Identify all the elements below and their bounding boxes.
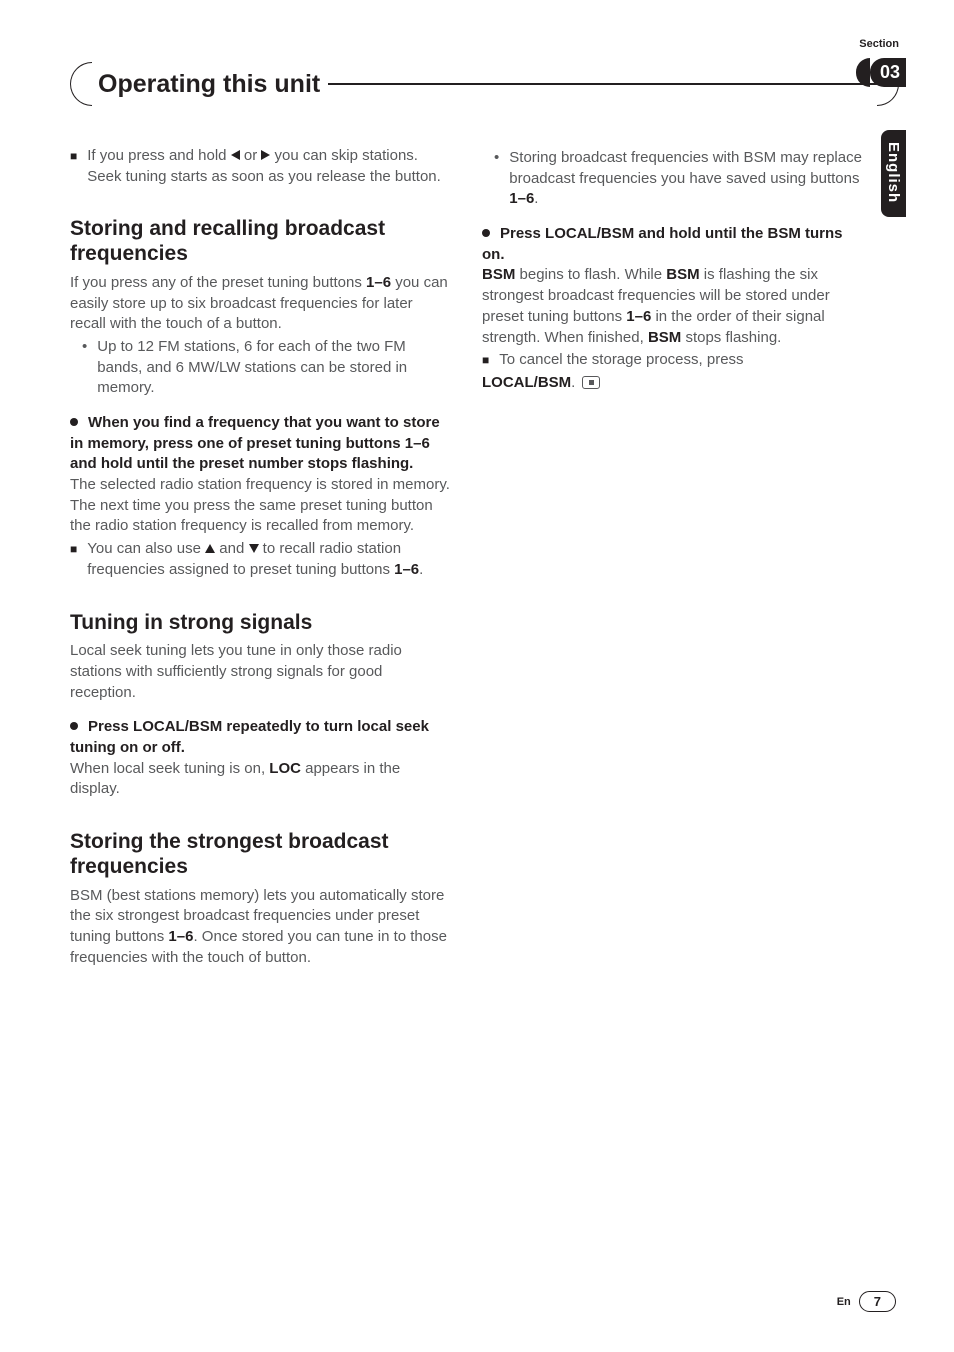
left-column: ■ If you press and hold or you can skip …: [70, 146, 452, 968]
note-bullet-icon: ■: [482, 350, 489, 371]
heading-storing-recalling: Storing and recalling broadcast frequenc…: [70, 217, 452, 267]
end-section-icon: [582, 376, 600, 389]
action-dot-icon: [70, 722, 78, 730]
action-text: Press LOCAL/BSM and hold until the BSM t…: [482, 225, 843, 263]
note-skip-stations: ■ If you press and hold or you can skip …: [70, 146, 452, 187]
chapter-title-row: Operating this unit: [70, 62, 899, 106]
bullet-text: Storing broadcast frequencies with BSM m…: [509, 148, 864, 210]
section-number-badge: 03: [870, 58, 906, 87]
period: .: [419, 561, 423, 578]
right-column: • Storing broadcast frequencies with BSM…: [482, 146, 864, 968]
strong-1-6: 1–6: [168, 928, 193, 945]
action-dot-icon: [482, 229, 490, 237]
section-label: Section: [859, 38, 899, 50]
bsm-intro: BSM (best stations memory) lets you auto…: [70, 886, 452, 969]
page-footer: En 7: [837, 1291, 896, 1312]
local-seek-intro: Local seek tuning lets you tune in only …: [70, 641, 452, 703]
down-arrow-icon: [249, 544, 259, 553]
chapter-title: Operating this unit: [92, 70, 320, 99]
bullet-dot-icon: •: [494, 148, 499, 210]
page-number: 7: [859, 1291, 896, 1312]
note-text: To cancel the storage process, press: [499, 350, 864, 371]
strong-1-6: 1–6: [509, 190, 534, 207]
local-bsm-end: LOCAL/BSM.: [482, 373, 864, 394]
up-arrow-icon: [205, 544, 215, 553]
bsm-flash-text: BSM begins to flash. While BSM is flashi…: [482, 265, 864, 348]
text-fragment: Storing broadcast frequencies with BSM m…: [509, 149, 862, 187]
heading-tuning-strong: Tuning in strong signals: [70, 611, 452, 636]
action-store-frequency: When you find a frequency that you want …: [70, 413, 452, 475]
period: .: [571, 374, 575, 391]
strong-bsm: BSM: [648, 329, 681, 346]
text-fragment: begins to flash. While: [515, 266, 666, 283]
text-fragment: If you press any of the preset tuning bu…: [70, 274, 366, 291]
strong-local-bsm: LOCAL/BSM: [482, 374, 571, 391]
action-text: When you find a frequency that you want …: [70, 414, 440, 472]
strong-bsm: BSM: [666, 266, 699, 283]
bullet-fm-stations: • Up to 12 FM stations, 6 for each of th…: [70, 337, 452, 399]
loc-display-text: When local seek tuning is on, LOC appear…: [70, 759, 452, 800]
title-line: [328, 83, 877, 85]
stored-memory-text: The selected radio station frequency is …: [70, 475, 452, 496]
left-arrow-icon: [231, 150, 240, 160]
action-hold-bsm: Press LOCAL/BSM and hold until the BSM t…: [482, 224, 864, 265]
recall-text: The next time you press the same preset …: [70, 496, 452, 537]
action-local-bsm: Press LOCAL/BSM repeatedly to turn local…: [70, 717, 452, 758]
period: .: [534, 190, 538, 207]
action-dot-icon: [70, 418, 78, 426]
strong-loc: LOC: [269, 760, 301, 777]
bullet-dot-icon: •: [82, 337, 87, 399]
note-text: If you press and hold or you can skip st…: [87, 146, 452, 187]
note-cancel-storage: ■ To cancel the storage process, press: [482, 350, 864, 371]
note-recall-arrows: ■ You can also use and to recall radio s…: [70, 539, 452, 580]
storing-intro: If you press any of the preset tuning bu…: [70, 273, 452, 335]
strong-bsm: BSM: [482, 266, 515, 283]
action-text: Press LOCAL/BSM repeatedly to turn local…: [70, 718, 429, 756]
note-bullet-icon: ■: [70, 146, 77, 187]
text-fragment: stops flashing.: [681, 329, 781, 346]
bullet-text: Up to 12 FM stations, 6 for each of the …: [97, 337, 452, 399]
strong-1-6: 1–6: [626, 308, 651, 325]
right-arrow-icon: [261, 150, 270, 160]
note-bullet-icon: ■: [70, 539, 77, 580]
bullet-bsm-replace: • Storing broadcast frequencies with BSM…: [482, 148, 864, 210]
strong-1-6: 1–6: [366, 274, 391, 291]
strong-1-6: 1–6: [394, 561, 419, 578]
text-fragment: When local seek tuning is on,: [70, 760, 269, 777]
footer-lang: En: [837, 1296, 851, 1308]
note-text: You can also use and to recall radio sta…: [87, 539, 452, 580]
title-bracket-open: [70, 62, 92, 106]
language-tab: English: [881, 130, 906, 217]
heading-storing-strongest: Storing the strongest broadcast frequenc…: [70, 830, 452, 880]
